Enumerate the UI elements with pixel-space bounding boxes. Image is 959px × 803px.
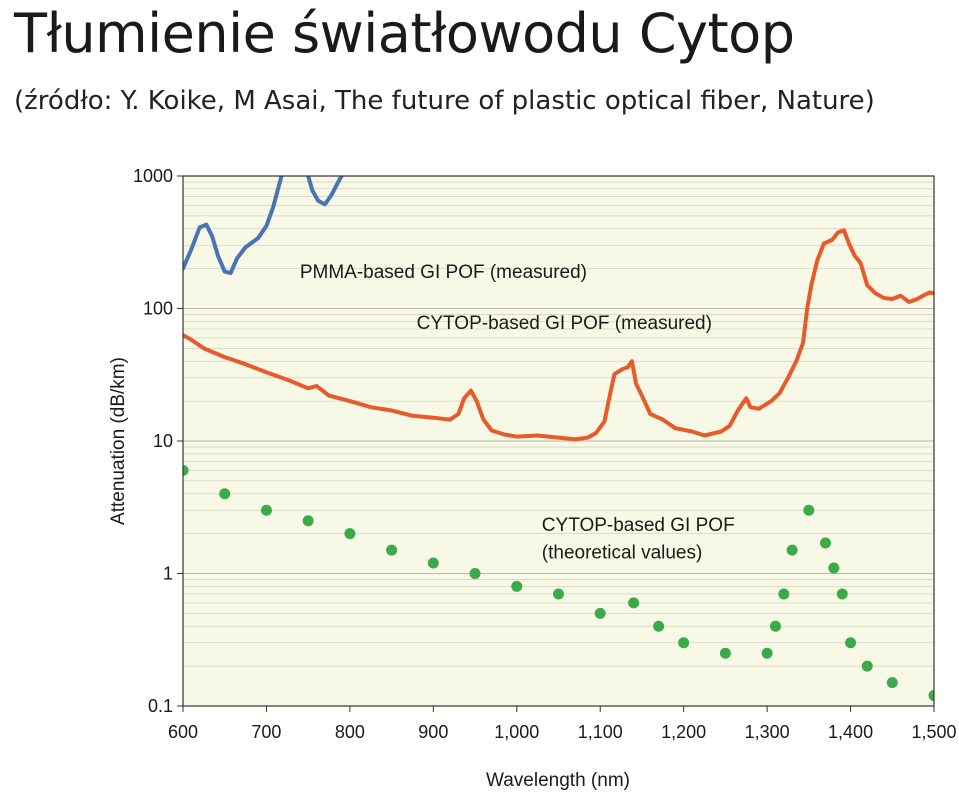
- cytop-based-gi-pof-theoretical-values-point: [820, 537, 832, 549]
- cytop-based-gi-pof-theoretical-values-point: [386, 544, 398, 556]
- pmma-based-gi-pof-measured-line: [183, 176, 284, 276]
- series-points: [183, 464, 934, 702]
- page-title: Tłumienie światłowodu Cytop: [14, 2, 795, 65]
- y-tick-label: 1000: [133, 166, 173, 186]
- x-tick-label: 1,100: [578, 722, 623, 742]
- series-lines: [183, 176, 934, 442]
- annotations: PMMA-based GI POF (measured) CYTOP-based …: [300, 262, 735, 563]
- cytop-based-gi-pof-theoretical-values-point: [553, 588, 564, 600]
- x-tick-label: 1,300: [745, 722, 790, 742]
- cytop-based-gi-pof-theoretical-values-point: [719, 647, 731, 659]
- cytop-based-gi-pof-theoretical-values-point: [594, 607, 606, 619]
- cytop-based-gi-pof-theoretical-values-point: [786, 544, 798, 556]
- cytop-based-gi-pof-theoretical-values-point: [861, 660, 873, 672]
- cytop-based-gi-pof-theoretical-values-point: [511, 580, 523, 592]
- cytop-based-gi-pof-theoretical-values-point: [427, 557, 439, 569]
- x-tick-label: 1,400: [828, 722, 873, 742]
- x-tick-label: 800: [335, 722, 365, 742]
- x-tick-label: 900: [418, 722, 448, 742]
- chart-annotation: (theoretical values): [542, 542, 703, 563]
- cytop-based-gi-pof-theoretical-values-point: [836, 588, 848, 600]
- chart-annotation: PMMA-based GI POF (measured): [300, 262, 587, 283]
- cytop-based-gi-pof-theoretical-values-point: [678, 637, 690, 649]
- y-axis-label: Attenuation (dB/km): [108, 357, 129, 525]
- x-tick-label: 1,500: [911, 722, 956, 742]
- cytop-based-gi-pof-theoretical-values-point: [302, 515, 314, 527]
- y-tick-label: 0.1: [148, 696, 173, 716]
- cytop-based-gi-pof-theoretical-values-point: [469, 568, 481, 579]
- page-subtitle: (źródło: Y. Koike, M Asai, The future of…: [14, 86, 875, 116]
- cytop-based-gi-pof-theoretical-values-point: [761, 647, 773, 659]
- y-tick-label: 10: [153, 431, 173, 451]
- cytop-based-gi-pof-theoretical-values-point: [886, 677, 898, 689]
- x-tick-label: 700: [251, 722, 281, 742]
- attenuation-chart: 600 700 800 900 1,000 1,100 1,200 1,300 1,400 1,5…: [108, 166, 957, 791]
- cytop-based-gi-pof-theoretical-values-point: [778, 588, 790, 600]
- cytop-based-gi-pof-theoretical-values-point: [653, 620, 665, 632]
- cytop-based-gi-pof-theoretical-values-point: [928, 690, 934, 702]
- cytop-based-gi-pof-theoretical-values-point: [219, 488, 231, 500]
- x-tick-label: 1,000: [494, 722, 539, 742]
- chart-annotation: CYTOP-based GI POF: [542, 515, 735, 536]
- y-tick-label: 1: [163, 564, 173, 584]
- x-tick-label: 600: [168, 722, 198, 742]
- cytop-based-gi-pof-measured-line: [183, 228, 934, 442]
- cytop-based-gi-pof-theoretical-values-point: [344, 528, 356, 540]
- cytop-based-gi-pof-theoretical-values-point: [828, 562, 840, 574]
- cytop-based-gi-pof-theoretical-values-point: [769, 620, 781, 632]
- cytop-based-gi-pof-theoretical-values-point: [260, 504, 272, 516]
- cytop-based-gi-pof-theoretical-values-point: [845, 637, 857, 649]
- chart-annotation: CYTOP-based GI POF (measured): [417, 313, 712, 334]
- x-tick-label: 1,200: [661, 722, 706, 742]
- y-tick-label: 100: [143, 299, 173, 319]
- cytop-based-gi-pof-theoretical-values-point: [628, 597, 640, 609]
- x-axis-label: Wavelength (nm): [486, 770, 630, 791]
- pmma-based-gi-pof-measured-line: [306, 176, 344, 207]
- cytop-based-gi-pof-theoretical-values-point: [183, 464, 189, 476]
- cytop-based-gi-pof-theoretical-values-point: [803, 504, 815, 516]
- axis-ticks: 600 700 800 900 1,000 1,100 1,200 1,300 1,400 1,5…: [133, 166, 957, 742]
